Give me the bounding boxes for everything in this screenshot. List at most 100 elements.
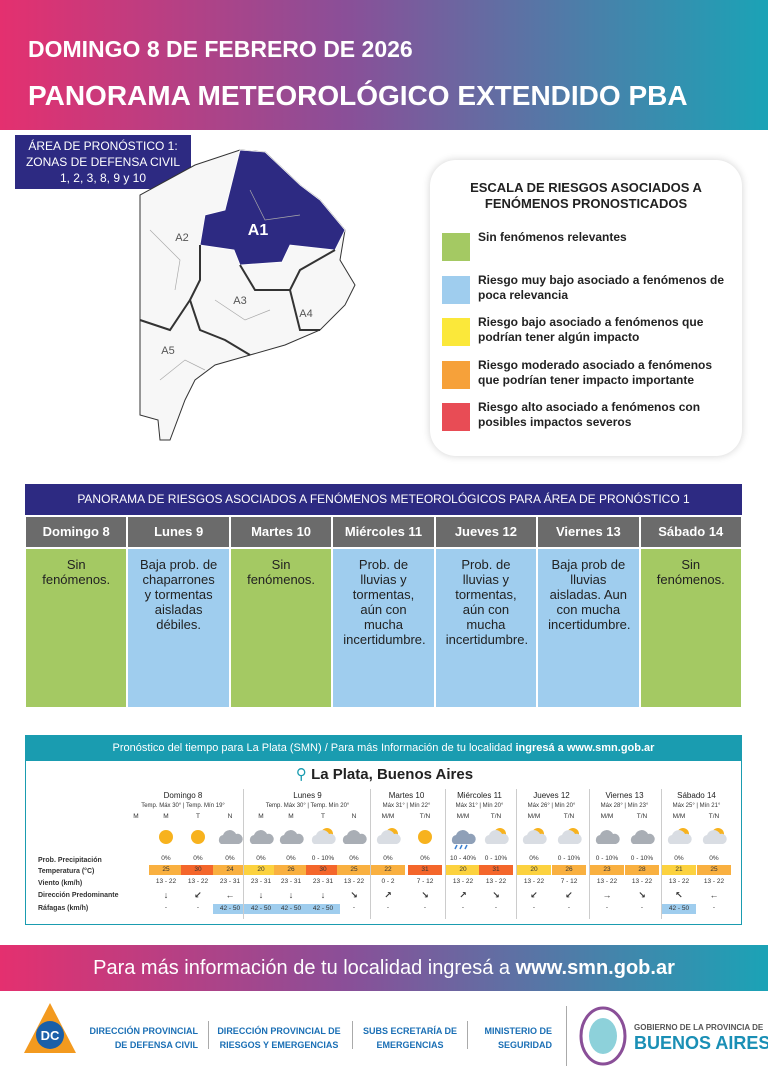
precip: 0% bbox=[286, 855, 296, 862]
weather-icon bbox=[342, 830, 367, 844]
wind: 13 - 22 bbox=[631, 878, 653, 885]
forecast-summary: Máx 31° | Mín 22° bbox=[382, 803, 431, 809]
header-title: PANORAMA METEOROLÓGICO EXTENDIDO PBA bbox=[28, 80, 688, 111]
footer-text: Para más información de tu localidad ing… bbox=[93, 957, 516, 979]
dc-text: DC bbox=[41, 1028, 60, 1043]
wind: 13 - 22 bbox=[596, 878, 618, 885]
legend-swatch bbox=[442, 403, 470, 431]
precip: 0% bbox=[256, 855, 266, 862]
row-label: Ráfagas (km/h) bbox=[38, 905, 89, 912]
direction: ↓ bbox=[163, 890, 169, 900]
weather-icon bbox=[311, 828, 336, 844]
day-separator bbox=[445, 789, 446, 919]
header-date: DOMINGO 8 DE FEBRERO DE 2026 bbox=[28, 36, 413, 62]
gusts: - bbox=[423, 904, 427, 911]
weather-icon bbox=[451, 830, 476, 850]
gusts: 42 - 50 bbox=[274, 904, 308, 914]
wind: 13 - 22 bbox=[452, 878, 474, 885]
logo-text: MINISTERIO DE SEGURIDAD bbox=[484, 1026, 552, 1050]
wind: 7 - 12 bbox=[416, 878, 434, 885]
legend-swatch bbox=[442, 318, 470, 346]
wind: 13 - 22 bbox=[155, 878, 177, 885]
day-header: Martes 10 bbox=[230, 517, 332, 547]
weather-icon bbox=[702, 828, 727, 844]
wind: 13 - 22 bbox=[485, 878, 507, 885]
period: M/M bbox=[600, 813, 614, 820]
legend-text: Riesgo moderado asociado a fenómenos que… bbox=[478, 357, 713, 387]
weather-icon bbox=[159, 830, 173, 844]
cloud bbox=[342, 830, 367, 844]
area-1-region bbox=[199, 149, 346, 266]
sun bbox=[159, 830, 173, 844]
temperature: 30 bbox=[306, 865, 340, 875]
cloud bbox=[249, 830, 274, 844]
map-label: A1 bbox=[248, 222, 269, 239]
temperature: 20 bbox=[244, 865, 278, 875]
direction: ↙ bbox=[565, 890, 573, 900]
precip: 10 - 40% bbox=[449, 855, 477, 862]
area-line: ZONAS DE DEFENSA CIVIL bbox=[25, 155, 181, 169]
temperature: 20 bbox=[517, 865, 551, 875]
wind: 13 - 22 bbox=[187, 878, 209, 885]
forecast-day: Jueves 12 bbox=[533, 791, 570, 800]
period: M bbox=[288, 813, 294, 820]
risk-cell: Prob. de lluvias y tormentas, aún con mu… bbox=[435, 549, 537, 707]
map-label: A2 bbox=[175, 232, 188, 244]
precip: 0% bbox=[225, 855, 235, 862]
weather-icon bbox=[418, 830, 432, 844]
cloud bbox=[667, 830, 692, 844]
precip: 0% bbox=[420, 855, 430, 862]
gusts: - bbox=[712, 904, 716, 911]
period: N bbox=[227, 813, 233, 820]
direction: → bbox=[602, 890, 612, 900]
gusts: - bbox=[196, 904, 200, 911]
wind: 13 - 22 bbox=[523, 878, 545, 885]
period: M/M bbox=[672, 813, 686, 820]
cloud bbox=[218, 830, 243, 844]
logo-text: DIRECCIÓN PROVINCIAL DE DEFENSA CIVIL bbox=[89, 1026, 198, 1050]
header-banner: DOMINGO 8 DE FEBRERO DE 2026 PANORAMA ME… bbox=[0, 0, 768, 130]
gusts: 42 - 50 bbox=[662, 904, 696, 914]
precip: 0% bbox=[349, 855, 359, 862]
period: T/N bbox=[708, 813, 720, 820]
cloud bbox=[630, 830, 655, 844]
forecast-day: Martes 10 bbox=[388, 791, 425, 800]
forecast-banner: Pronóstico del tiempo para La Plata (SMN… bbox=[25, 735, 742, 761]
cloud bbox=[451, 830, 476, 844]
weather-icon bbox=[484, 828, 509, 844]
temperature: 21 bbox=[662, 865, 696, 875]
period: T/N bbox=[419, 813, 431, 820]
day-header: Jueves 12 bbox=[435, 517, 537, 547]
direction: ← bbox=[225, 890, 235, 900]
temperature: 23 bbox=[590, 865, 624, 875]
day-header: Domingo 8 bbox=[26, 517, 127, 547]
day-header: Sábado 14 bbox=[640, 517, 741, 547]
district-lines bbox=[149, 189, 301, 381]
row-label: Temperatura (°C) bbox=[38, 868, 95, 875]
day-header: Viernes 13 bbox=[538, 517, 639, 547]
cloud bbox=[557, 830, 582, 844]
banner-text: Pronóstico del tiempo para La Plata (SMN… bbox=[112, 742, 516, 754]
forecast-summary: Temp. Máx 30° | Temp. Mín 20° bbox=[265, 803, 350, 809]
map: A1 A2 A3 A4 A5 bbox=[139, 149, 356, 441]
legend-item: Riesgo moderado asociado a fenómenos que… bbox=[442, 358, 732, 392]
legend-swatch bbox=[442, 233, 470, 261]
period: M/M bbox=[527, 813, 541, 820]
temperature: 31 bbox=[479, 865, 513, 875]
logo-text: DIRECCIÓN PROVINCIAL DE RIESGOS Y EMERGE… bbox=[217, 1026, 341, 1050]
legend-swatch bbox=[442, 275, 470, 304]
temperature: 26 bbox=[552, 865, 586, 875]
period: T/N bbox=[636, 813, 648, 820]
cloud bbox=[376, 830, 401, 844]
zone-border bbox=[139, 299, 191, 332]
footer-banner: Para más información de tu localidad ing… bbox=[0, 945, 768, 991]
forecast-summary: Máx 31° | Mín 20° bbox=[455, 803, 504, 809]
temperature: 25 bbox=[149, 865, 183, 875]
period: T/N bbox=[490, 813, 502, 820]
divider bbox=[467, 1021, 468, 1049]
risk-cell: Sin fenómenos. bbox=[640, 549, 741, 707]
period: T bbox=[196, 813, 200, 820]
forecast-location: ⚲ La Plata, Buenos Aires bbox=[26, 765, 743, 783]
wind: 23 - 31 bbox=[250, 878, 272, 885]
